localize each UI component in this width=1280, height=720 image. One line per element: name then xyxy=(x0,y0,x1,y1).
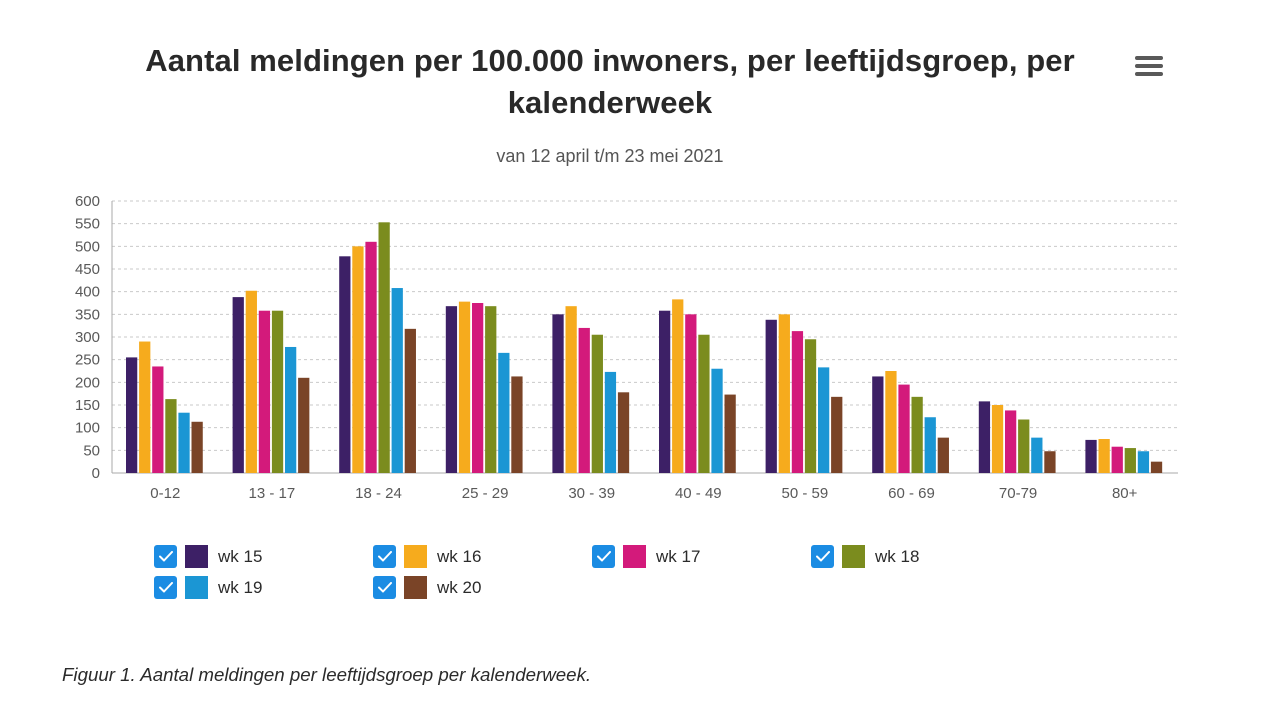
svg-text:100: 100 xyxy=(75,420,100,437)
svg-text:25 - 29: 25 - 29 xyxy=(462,485,509,502)
svg-text:350: 350 xyxy=(75,306,100,323)
svg-text:0-12: 0-12 xyxy=(150,485,180,502)
svg-text:13 - 17: 13 - 17 xyxy=(249,485,296,502)
svg-text:50 - 59: 50 - 59 xyxy=(782,485,829,502)
svg-text:50: 50 xyxy=(83,442,100,459)
svg-text:550: 550 xyxy=(75,216,100,233)
svg-text:40 - 49: 40 - 49 xyxy=(675,485,722,502)
svg-text:250: 250 xyxy=(75,352,100,369)
svg-text:70-79: 70-79 xyxy=(999,485,1037,502)
svg-text:0: 0 xyxy=(92,465,100,482)
svg-text:200: 200 xyxy=(75,374,100,391)
svg-text:300: 300 xyxy=(75,329,100,346)
svg-text:500: 500 xyxy=(75,238,100,255)
svg-text:18 - 24: 18 - 24 xyxy=(355,485,402,502)
svg-text:450: 450 xyxy=(75,261,100,278)
svg-text:150: 150 xyxy=(75,397,100,414)
svg-text:60 - 69: 60 - 69 xyxy=(888,485,935,502)
svg-text:80+: 80+ xyxy=(1112,485,1138,502)
svg-text:600: 600 xyxy=(75,193,100,210)
svg-text:30 - 39: 30 - 39 xyxy=(568,485,615,502)
svg-text:400: 400 xyxy=(75,284,100,301)
